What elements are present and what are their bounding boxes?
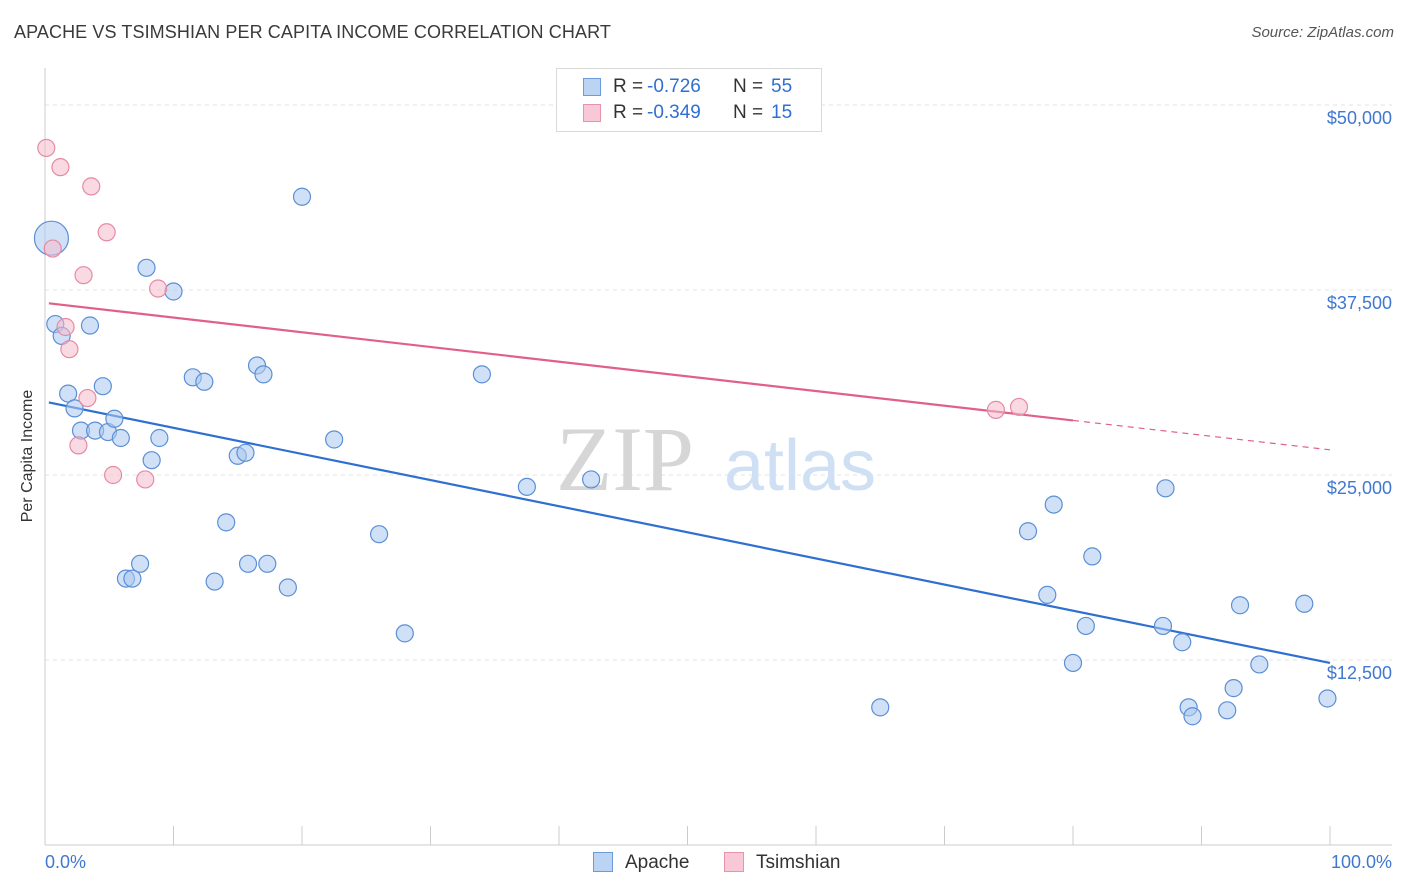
tsimshian-point — [97, 223, 116, 242]
apache-point — [1076, 616, 1095, 636]
tsimshian-point — [104, 465, 123, 485]
apache-point — [292, 187, 312, 206]
apache-point — [130, 554, 150, 573]
apache-swatch — [593, 852, 613, 872]
legend-r-label: R = — [613, 102, 644, 123]
apache-point — [258, 554, 277, 573]
apache-point — [1230, 596, 1250, 615]
tsimshian-swatch — [583, 104, 601, 122]
tsimshian-point — [136, 470, 155, 489]
apache-point — [1250, 655, 1269, 674]
legend-n-value: 55 — [771, 76, 793, 97]
apache-point — [871, 698, 890, 717]
gridlines — [45, 104, 1392, 661]
apache-point — [80, 316, 100, 335]
apache-point — [1083, 547, 1102, 566]
legend-r-value: -0.726 — [647, 76, 701, 97]
apache-point — [142, 451, 161, 470]
apache-point — [325, 430, 344, 449]
apache-point — [1038, 585, 1057, 604]
apache-trend-line — [48, 401, 1331, 665]
watermark-atlas: atlas — [724, 426, 876, 506]
y-axis-label: Per Capita Income — [19, 389, 36, 523]
data-points — [33, 138, 1337, 726]
legend-r-value: -0.349 — [647, 102, 701, 123]
watermark-zip: ZIP — [556, 408, 694, 510]
apache-point — [1218, 701, 1237, 720]
apache-point — [1044, 495, 1063, 514]
apache-point — [517, 477, 536, 496]
tsimshian-point — [78, 388, 97, 408]
legend-n-value: 15 — [771, 102, 793, 123]
apache-point — [254, 365, 273, 384]
apache-point — [472, 365, 491, 384]
apache-point — [238, 554, 258, 573]
apache-point — [123, 569, 142, 588]
tsimshian-trend-line — [48, 302, 1074, 422]
apache-point — [1063, 653, 1083, 673]
apache-point — [278, 578, 297, 597]
tick-labels: $12,500 $25,000 $37,500 $50,000 0.0% 100.0% — [45, 108, 1392, 872]
tsimshian-point — [69, 436, 88, 455]
legend-tsimshian-label: Tsimshian — [756, 852, 841, 873]
tsimshian-point — [60, 340, 79, 359]
apache-point — [1153, 616, 1173, 636]
apache-point — [1318, 689, 1337, 708]
apache-point — [205, 572, 224, 591]
correlation-legend: R = -0.726 N = 55 R = -0.349 N = 15 — [556, 68, 822, 132]
apache-point — [137, 258, 156, 277]
apache-point — [370, 525, 389, 544]
legend-n-label: N = — [733, 76, 764, 97]
tsimshian-point — [51, 158, 70, 177]
apache-point — [582, 470, 601, 489]
legend-apache-label: Apache — [625, 852, 690, 873]
tsimshian-point — [37, 138, 56, 158]
y-tick-label: $50,000 — [1327, 108, 1392, 128]
tsimshian-point — [82, 177, 101, 196]
x-tick-label: 0.0% — [45, 852, 86, 872]
legend-n-label: N = — [733, 102, 764, 123]
chart-title: APACHE VS TSIMSHIAN PER CAPITA INCOME CO… — [14, 22, 611, 42]
apache-point — [1018, 522, 1038, 541]
axes — [44, 68, 1392, 846]
apache-point — [1183, 707, 1202, 726]
x-tick-label: 100.0% — [1331, 852, 1392, 872]
tsimshian-point — [148, 279, 168, 298]
tsimshian-point — [74, 266, 93, 285]
tsimshian-point — [1009, 397, 1029, 417]
source-credit: Source: ZipAtlas.com — [1251, 24, 1394, 41]
y-tick-label: $37,500 — [1327, 293, 1392, 313]
tsimshian-point — [43, 239, 62, 258]
y-tick-label: $25,000 — [1327, 478, 1392, 498]
tsimshian-trend-extension — [1072, 419, 1331, 451]
apache-point — [93, 377, 112, 396]
tsimshian-swatch — [724, 852, 744, 872]
y-tick-label: $12,500 — [1327, 663, 1392, 683]
apache-point — [1295, 594, 1314, 613]
apache-point — [105, 409, 124, 428]
apache-point — [1224, 679, 1243, 698]
apache-swatch — [583, 78, 601, 96]
apache-point — [65, 399, 84, 418]
apache-point — [1173, 633, 1192, 652]
apache-point — [236, 443, 255, 462]
apache-point — [111, 428, 130, 448]
apache-point — [217, 513, 236, 532]
apache-point — [164, 282, 183, 301]
tsimshian-point — [986, 400, 1006, 419]
tsimshian-point — [56, 317, 75, 337]
trend-lines — [48, 302, 1331, 665]
apache-point — [1156, 479, 1175, 498]
apache-point — [195, 372, 214, 391]
apache-point — [150, 428, 169, 448]
legend-r-label: R = — [613, 76, 644, 97]
apache-point — [395, 624, 414, 643]
